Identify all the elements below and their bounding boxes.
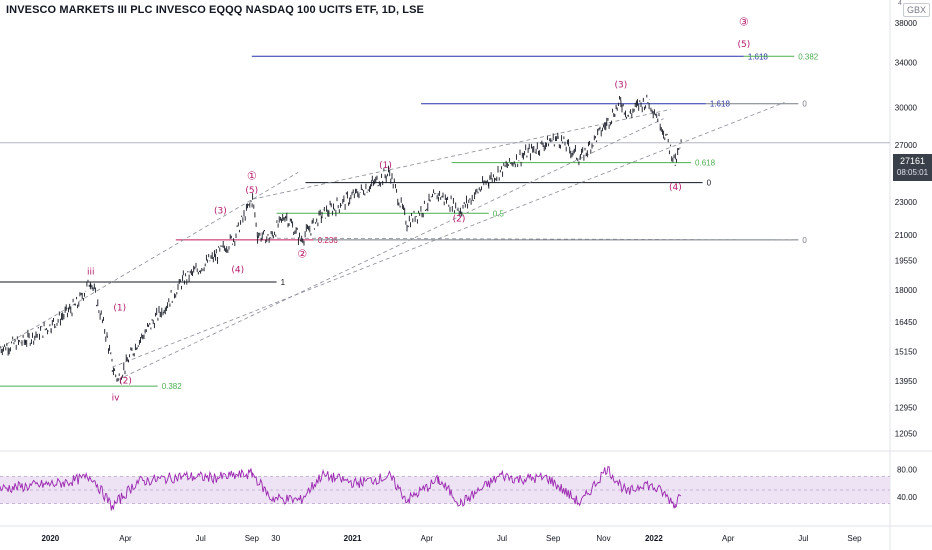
time-tick-label: 30 [271,534,280,543]
channel-line [252,109,671,200]
time-tick-label: Jul [798,534,808,543]
time-tick-label: Apr [421,534,434,543]
price-tick-label: 13950 [895,377,918,386]
wave-label: (1) [379,161,392,171]
wave-label: ③ [739,16,749,29]
price-tick-label: 23000 [895,198,918,207]
wave-label: (5) [245,186,258,196]
fib-level-label: 0 [802,236,807,245]
wave-label: ① [247,170,257,183]
wave-label: (5) [737,40,750,50]
rsi-pane: 80.00 40.00 [0,466,918,511]
wave-label: iv [112,394,121,404]
price-bars [0,94,682,384]
last-price-label: 27161 08:05:01 [893,154,932,181]
rsi-tick-label: 80.00 [897,466,918,475]
currency-top-label: 4 [898,0,902,7]
channel-line [0,172,299,349]
fib-level-label: 0.382 [798,52,819,61]
rsi-line [0,466,682,511]
fib-level-label: 0.618 [695,159,716,168]
price-tick-label: 16450 [895,318,918,327]
wave-label: (2) [119,377,132,387]
wave-labels: iii iv (1) (2) (3) (4) (5) ① ② (1) (2) (3) (4) (5) ③ [87,16,750,404]
time-tick-label: Sep [245,534,260,543]
time-tick-label: 2020 [41,534,59,543]
time-tick-label: Nov [596,534,610,543]
channel-line [269,237,795,241]
fib-level-label: 0.5 [493,209,505,218]
wave-label: (4) [669,183,682,193]
channel-line [112,102,785,368]
time-tick-label: 2021 [344,534,362,543]
price-series [0,94,682,384]
time-tick-label: Apr [119,534,132,543]
price-tick-label: 21000 [895,231,918,240]
wave-label: (1) [113,303,126,313]
currency-badge[interactable]: GBX [903,3,931,17]
symbol-name: INVESCO MARKETS III PLC INVESCO EQQQ NAS… [6,4,376,16]
fib-level-label: 0.382 [162,382,183,391]
price-tick-label: 34000 [895,59,918,68]
channel-line [117,118,664,381]
fib-level-label: 0 [707,179,712,188]
price-tick-label: 15150 [895,347,918,356]
wave-label: (2) [453,214,466,224]
fib-level-label: 1 [281,278,286,287]
time-tick-label: Sep [546,534,561,543]
bar-countdown: 08:05:01 [896,168,929,177]
wave-label: (3) [614,81,627,91]
price-axis[interactable]: 3800034000300002700025000230002100019550… [895,19,918,439]
time-tick-label: Jul [196,534,206,543]
price-tick-label: 27000 [895,141,918,150]
price-tick-label: 19550 [895,256,918,265]
price-tick-label: 18000 [895,286,918,295]
price-tick-label: 38000 [895,19,918,28]
price-tick-label: 12950 [895,404,918,413]
last-price-value: 27161 [899,156,926,166]
wave-label: ② [297,248,307,261]
rsi-tick-label: 40.00 [897,493,918,502]
time-tick-label: 2022 [645,534,663,543]
trend-channels [0,102,795,381]
wave-label: (4) [231,265,244,275]
time-tick-label: Jul [497,534,507,543]
price-tick-label: 30000 [895,103,918,112]
time-tick-label: Apr [722,534,735,543]
chart-title: INVESCO MARKETS III PLC INVESCO EQQQ NAS… [6,4,424,16]
interval-label: 1D [381,4,396,16]
time-axis[interactable]: 2020 Apr Jul Sep 30 2021 Apr Jul Sep Nov 2022 Apr Ju… [41,534,862,543]
exchange-label: LSE [402,4,424,16]
wave-label: iii [87,267,95,277]
wave-label: (3) [214,206,227,216]
time-tick-label: Sep [847,534,862,543]
price-tick-label: 12050 [895,429,918,438]
fib-level-label: 0 [802,100,807,109]
